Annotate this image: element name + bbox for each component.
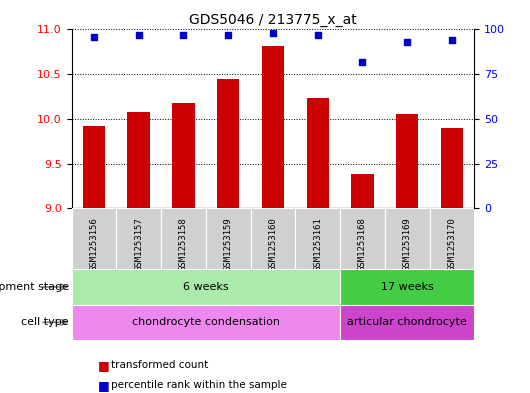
Text: GSM1253169: GSM1253169 bbox=[403, 217, 412, 271]
Bar bbox=[72, 269, 340, 305]
Bar bbox=[396, 114, 418, 208]
Text: 6 weeks: 6 weeks bbox=[183, 282, 228, 292]
Text: cell type: cell type bbox=[21, 317, 69, 327]
Bar bbox=[72, 305, 340, 340]
Text: transformed count: transformed count bbox=[111, 360, 208, 371]
Bar bbox=[385, 208, 430, 269]
Bar bbox=[172, 103, 195, 208]
Text: GSM1253160: GSM1253160 bbox=[269, 217, 277, 271]
Bar bbox=[217, 79, 240, 208]
Bar bbox=[83, 126, 105, 208]
Point bbox=[224, 32, 233, 38]
Bar bbox=[340, 305, 474, 340]
Point bbox=[448, 37, 456, 43]
Bar bbox=[206, 208, 251, 269]
Text: GSM1253158: GSM1253158 bbox=[179, 217, 188, 271]
Bar bbox=[295, 208, 340, 269]
Bar bbox=[161, 208, 206, 269]
Text: GSM1253168: GSM1253168 bbox=[358, 217, 367, 271]
Text: GSM1253156: GSM1253156 bbox=[90, 217, 99, 271]
Text: articular chondrocyte: articular chondrocyte bbox=[347, 317, 467, 327]
Text: ■: ■ bbox=[98, 378, 110, 392]
Text: GSM1253157: GSM1253157 bbox=[134, 217, 143, 271]
Title: GDS5046 / 213775_x_at: GDS5046 / 213775_x_at bbox=[189, 13, 357, 27]
Text: 17 weeks: 17 weeks bbox=[381, 282, 434, 292]
Point bbox=[90, 33, 98, 40]
Text: chondrocyte condensation: chondrocyte condensation bbox=[132, 317, 280, 327]
Point bbox=[358, 59, 367, 65]
Point bbox=[403, 39, 411, 45]
Bar bbox=[72, 208, 116, 269]
Bar bbox=[351, 174, 374, 208]
Bar bbox=[262, 46, 284, 208]
Text: GSM1253159: GSM1253159 bbox=[224, 217, 233, 271]
Bar bbox=[116, 208, 161, 269]
Bar bbox=[340, 208, 385, 269]
Bar bbox=[340, 269, 474, 305]
Bar bbox=[306, 98, 329, 208]
Point bbox=[135, 32, 143, 38]
Bar bbox=[430, 208, 474, 269]
Text: percentile rank within the sample: percentile rank within the sample bbox=[111, 380, 287, 390]
Point bbox=[179, 32, 188, 38]
Text: GSM1253161: GSM1253161 bbox=[313, 217, 322, 271]
Point bbox=[313, 32, 322, 38]
Text: GSM1253170: GSM1253170 bbox=[447, 217, 456, 271]
Point bbox=[269, 30, 277, 36]
Bar bbox=[128, 112, 150, 208]
Bar bbox=[251, 208, 295, 269]
Text: development stage: development stage bbox=[0, 282, 69, 292]
Text: ■: ■ bbox=[98, 359, 110, 372]
Bar bbox=[441, 128, 463, 208]
